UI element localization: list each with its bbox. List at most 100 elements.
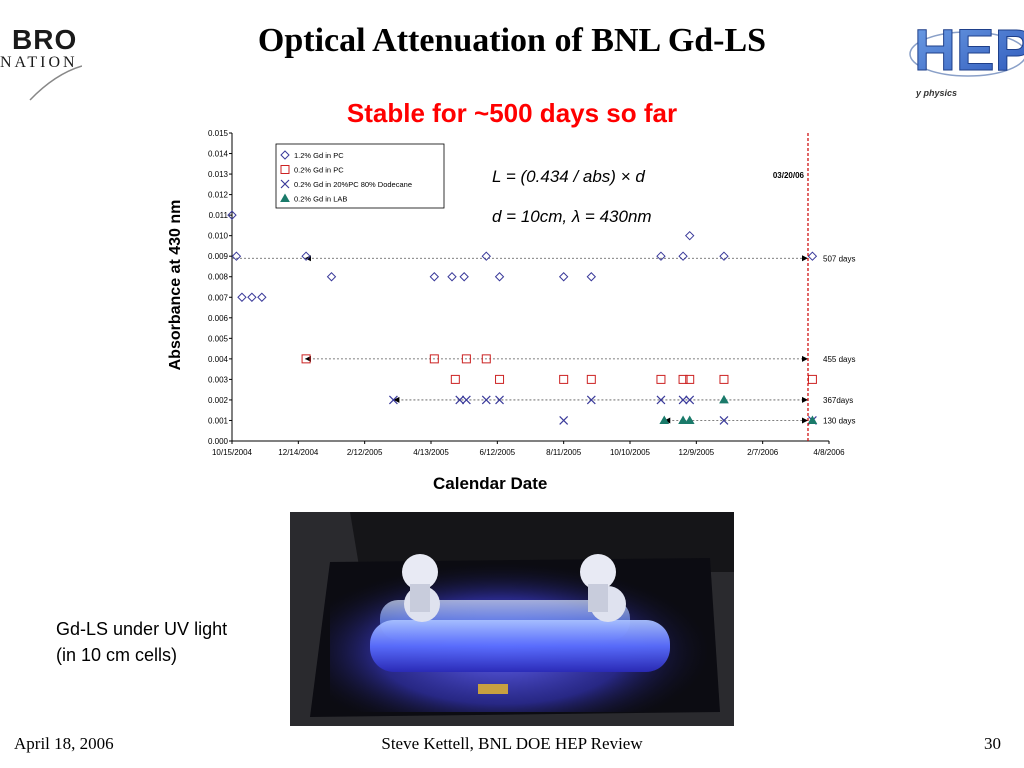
date-marker: 03/20/06 xyxy=(773,133,809,441)
data-point-diamond xyxy=(447,272,457,282)
slide-title: Optical Attenuation of BNL Gd-LS xyxy=(257,22,767,59)
data-point-square xyxy=(586,374,596,384)
data-point-square xyxy=(559,374,569,384)
data-point-x xyxy=(656,395,666,405)
data-point-diamond xyxy=(481,251,491,261)
data-point-x xyxy=(586,395,596,405)
data-point-diamond xyxy=(558,272,569,282)
x-tick-label: 12/14/2004 xyxy=(278,448,319,457)
data-point-x xyxy=(455,395,465,405)
duration-arrow-start xyxy=(304,355,311,362)
y-tick-label: 0.009 xyxy=(208,252,229,261)
y-tick-label: 0.002 xyxy=(208,396,229,405)
photo-caption-line2: (in 10 cm cells) xyxy=(56,645,178,665)
y-axis-label: Absorbance at 430 nm xyxy=(167,199,184,371)
bnl-logo-swoosh xyxy=(29,65,82,101)
y-tick-label: 0.005 xyxy=(208,334,229,343)
data-point-x xyxy=(481,395,491,405)
hep-logo-tagline: y physics xyxy=(916,88,958,98)
formula-line: L = (0.434 / abs) × d xyxy=(492,167,645,186)
x-tick-label: 6/12/2005 xyxy=(480,448,516,457)
duration-label: 367days xyxy=(823,396,853,405)
duration-arrow-start xyxy=(393,396,400,403)
photo-caption-line1: Gd-LS under UV light xyxy=(56,619,228,639)
data-point-diamond xyxy=(326,272,337,282)
slide-subtitle: Stable for ~500 days so far xyxy=(346,98,678,128)
y-tick-label: 0.000 xyxy=(208,437,229,446)
data-point-x xyxy=(678,395,688,405)
x-axis-label: Calendar Date xyxy=(433,474,548,493)
date-marker-label: 03/20/06 xyxy=(773,171,805,180)
data-point-x xyxy=(685,395,695,405)
y-tick-label: 0.004 xyxy=(208,355,229,364)
data-point-diamond xyxy=(684,230,695,241)
duration-arrow-end xyxy=(801,355,808,362)
data-point-x xyxy=(719,416,729,425)
data-point-x xyxy=(559,416,569,425)
legend-entry: 1.2% Gd in PC xyxy=(294,151,344,160)
data-point-diamond xyxy=(807,251,818,261)
hep-logo: HEP y physics xyxy=(906,6,1024,106)
bnl-logo-line2: NATION xyxy=(0,54,78,71)
y-tick-label: 0.006 xyxy=(208,314,229,323)
data-point-square xyxy=(461,354,471,364)
x-tick-label: 4/8/2006 xyxy=(813,448,845,457)
data-point-square xyxy=(678,374,688,384)
data-point-triangle xyxy=(280,193,290,202)
formula-line: d = 10cm, λ = 430nm xyxy=(492,207,652,226)
legend-entry: 0.2% Gd in PC xyxy=(294,166,344,175)
data-point-square xyxy=(450,374,460,384)
y-tick-label: 0.003 xyxy=(208,375,229,384)
data-point-diamond xyxy=(429,272,440,282)
x-tick-label: 10/10/2005 xyxy=(610,448,651,457)
duration-arrow-end xyxy=(801,417,808,424)
y-axis-ticks: 0.000 0.001 0.002 0.003 0.004 0.005 0.006 0.007… xyxy=(208,129,232,446)
y-tick-label: 0.012 xyxy=(208,191,229,200)
data-point-x xyxy=(280,179,290,189)
data-point-diamond xyxy=(301,251,311,261)
attenuation-chart: 0.000 0.001 0.002 0.003 0.004 0.005 0.006 0.007… xyxy=(208,129,856,457)
data-point-x xyxy=(461,395,471,405)
bnl-logo-line1: BRO xyxy=(12,24,78,55)
data-point-diamond xyxy=(247,292,257,302)
data-point-diamond xyxy=(586,272,597,282)
hep-logo-text: HEP xyxy=(914,18,1024,83)
data-point-square xyxy=(719,374,729,384)
data-point-triangle xyxy=(807,415,818,424)
x-tick-label: 4/13/2005 xyxy=(413,448,449,457)
bnl-logo: BRO NATION xyxy=(0,22,82,102)
legend-box xyxy=(275,143,445,209)
data-point-triangle xyxy=(719,394,729,404)
y-tick-label: 0.011 xyxy=(209,211,229,220)
footer-date: April 18, 2006 xyxy=(14,734,114,753)
data-point-diamond xyxy=(494,272,505,282)
data-point-square xyxy=(685,374,695,384)
duration-arrow-start xyxy=(664,417,671,424)
data-point-square xyxy=(280,165,290,174)
data-point-triangle xyxy=(678,415,688,424)
data-point-square xyxy=(481,354,491,364)
y-tick-label: 0.001 xyxy=(208,416,229,425)
data-point-diamond xyxy=(231,251,242,261)
data-point-square xyxy=(656,374,666,384)
formula-box: L = (0.434 / abs) × d d = 10cm, λ = 430nm xyxy=(492,167,652,226)
duration-arrow-end xyxy=(801,255,808,262)
y-tick-label: 0.013 xyxy=(208,170,229,179)
footer-presenter: Steve Kettell, BNL DOE HEP Review xyxy=(381,734,643,753)
y-tick-label: 0.008 xyxy=(208,273,229,282)
data-point-x xyxy=(388,395,398,405)
data-points xyxy=(227,210,818,425)
x-tick-label: 10/15/2004 xyxy=(212,448,253,457)
duration-label: 455 days xyxy=(823,355,855,364)
x-tick-label: 8/11/2005 xyxy=(546,448,582,457)
data-point-square xyxy=(301,354,311,364)
data-point-diamond xyxy=(280,150,290,160)
data-point-diamond xyxy=(237,292,247,302)
x-tick-label: 2/7/2006 xyxy=(747,448,779,457)
data-point-square xyxy=(429,354,439,364)
y-tick-label: 0.015 xyxy=(208,129,229,138)
data-point-square xyxy=(495,374,505,384)
data-point-diamond xyxy=(459,272,469,282)
chart-axes xyxy=(231,133,829,442)
data-point-triangle xyxy=(684,415,695,424)
